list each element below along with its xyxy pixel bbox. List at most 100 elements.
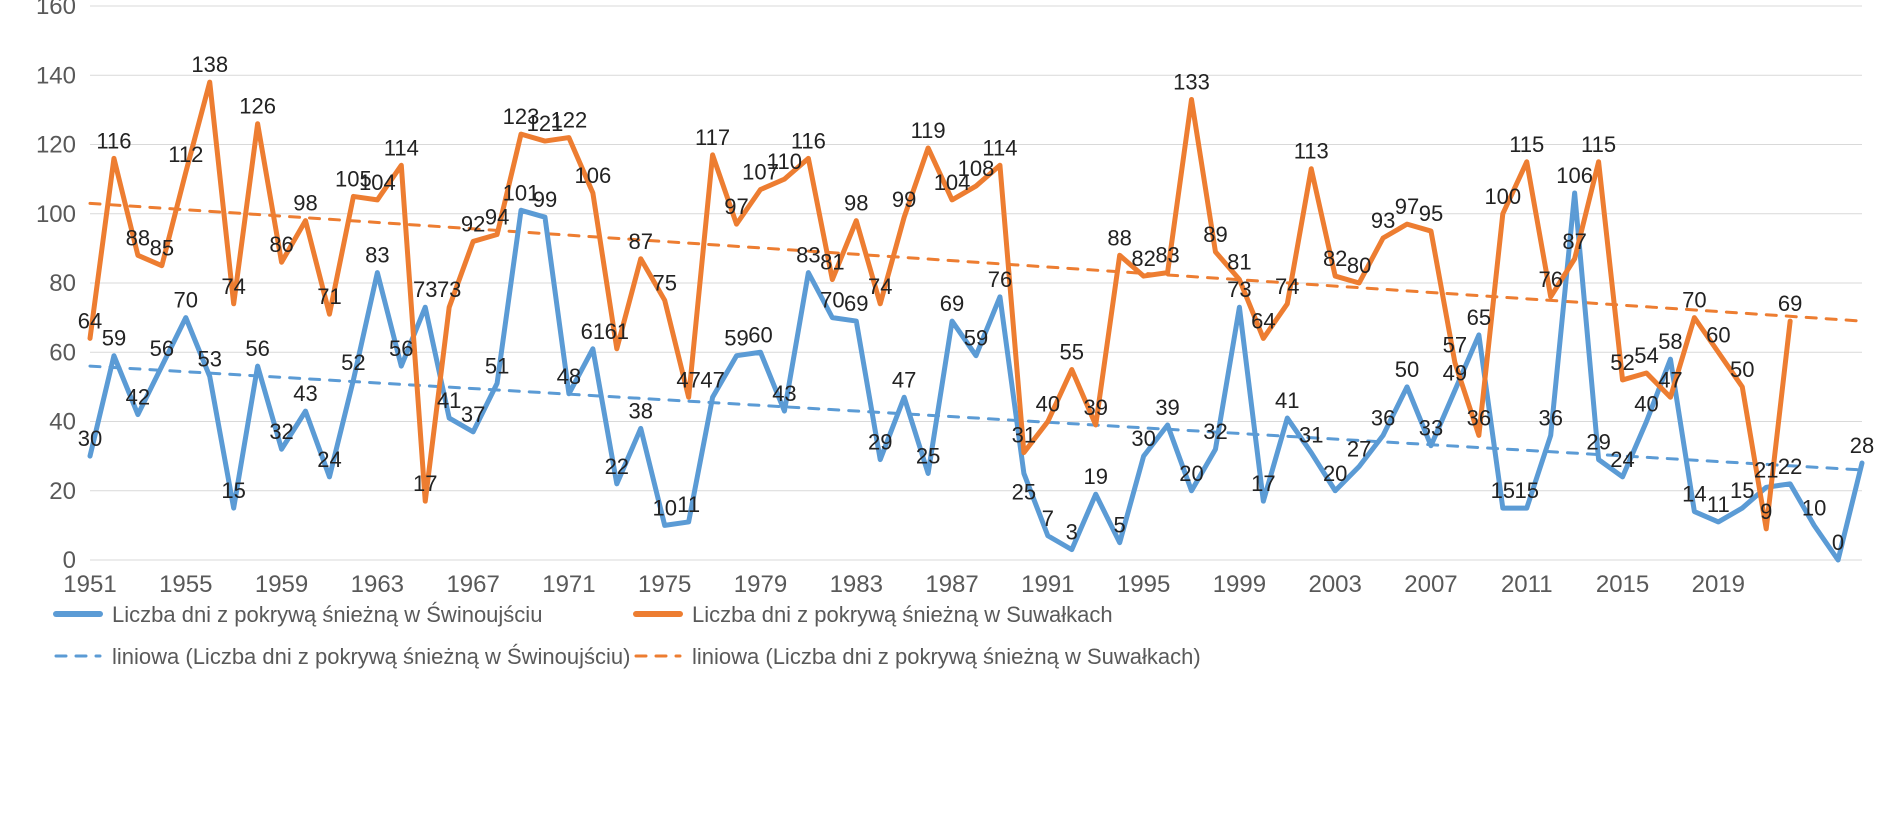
y-tick-label: 140 <box>36 62 76 89</box>
data-label: 56 <box>245 336 269 361</box>
x-tick-label: 1971 <box>542 571 595 598</box>
data-label: 36 <box>1538 405 1562 430</box>
data-label: 43 <box>293 381 317 406</box>
data-label: 112 <box>168 142 203 167</box>
data-label: 29 <box>868 430 892 455</box>
data-label: 116 <box>791 128 826 153</box>
data-label: 99 <box>533 187 557 212</box>
data-label: 52 <box>341 350 365 375</box>
data-label: 138 <box>191 52 228 77</box>
data-label: 15 <box>221 478 245 503</box>
data-label: 47 <box>1658 367 1682 392</box>
data-label: 56 <box>150 336 174 361</box>
data-label: 92 <box>461 211 485 236</box>
data-label: 106 <box>1556 163 1593 188</box>
y-tick-label: 120 <box>36 132 76 159</box>
data-label: 74 <box>221 274 245 299</box>
data-label: 98 <box>293 191 317 216</box>
data-label: 10 <box>1802 495 1826 520</box>
data-label: 60 <box>748 322 772 347</box>
data-label: 97 <box>724 194 748 219</box>
data-label: 48 <box>557 364 581 389</box>
data-label: 36 <box>1467 405 1491 430</box>
data-label: 83 <box>365 243 389 268</box>
data-label: 33 <box>1419 416 1443 441</box>
data-label: 0 <box>1832 530 1844 555</box>
data-label: 61 <box>605 319 629 344</box>
data-label: 126 <box>239 94 276 119</box>
data-label: 74 <box>868 274 892 299</box>
x-tick-label: 1975 <box>638 571 691 598</box>
x-tick-label: 1991 <box>1021 571 1074 598</box>
data-label: 69 <box>1778 291 1802 316</box>
data-label: 119 <box>911 118 946 143</box>
data-label: 52 <box>1610 350 1634 375</box>
data-label: 10 <box>652 495 676 520</box>
data-label: 11 <box>1707 492 1730 517</box>
data-label: 87 <box>1562 229 1586 254</box>
data-label: 83 <box>1155 243 1179 268</box>
x-tick-label: 2015 <box>1596 571 1649 598</box>
data-label: 113 <box>1294 139 1329 164</box>
data-label: 20 <box>1323 461 1347 486</box>
data-label: 94 <box>485 205 509 230</box>
legend-label: Liczba dni z pokrywą śnieżną w Suwałkach <box>692 602 1113 627</box>
data-label: 24 <box>317 447 341 472</box>
data-label: 117 <box>695 125 730 150</box>
data-label: 25 <box>916 443 940 468</box>
data-label: 75 <box>652 270 676 295</box>
legend-label: Liczba dni z pokrywą śnieżną w Świnoujśc… <box>112 602 542 627</box>
data-label: 32 <box>1203 419 1227 444</box>
legend-item-trend-a: liniowa (Liczba dni z pokrywą śnieżną w … <box>56 644 630 669</box>
data-label: 39 <box>1155 395 1179 420</box>
y-tick-label: 0 <box>63 547 76 574</box>
data-label: 104 <box>359 170 396 195</box>
data-label: 41 <box>437 388 461 413</box>
data-label: 80 <box>1347 253 1371 278</box>
data-label: 15 <box>1730 478 1754 503</box>
data-label: 95 <box>1419 201 1443 226</box>
legend-item-series-a: Liczba dni z pokrywą śnieżną w Świnoujśc… <box>56 602 542 627</box>
legend-label: liniowa (Liczba dni z pokrywą śnieżną w … <box>692 644 1201 669</box>
data-label: 7 <box>1042 506 1054 531</box>
data-label: 37 <box>461 402 485 427</box>
data-label: 82 <box>1131 246 1155 271</box>
y-tick-label: 60 <box>49 339 76 366</box>
data-label: 116 <box>96 128 131 153</box>
data-label: 70 <box>820 288 844 313</box>
data-label: 70 <box>1682 288 1706 313</box>
data-label: 87 <box>629 229 653 254</box>
data-label: 47 <box>700 367 724 392</box>
data-label: 69 <box>844 291 868 316</box>
data-label: 61 <box>581 319 605 344</box>
data-label: 82 <box>1323 246 1347 271</box>
data-label: 59 <box>102 326 126 351</box>
legend-item-trend-b: liniowa (Liczba dni z pokrywą śnieżną w … <box>636 644 1201 669</box>
data-label: 47 <box>892 367 916 392</box>
data-label: 60 <box>1706 322 1730 347</box>
data-label: 89 <box>1203 222 1227 247</box>
data-label: 27 <box>1347 437 1371 462</box>
data-label: 50 <box>1395 357 1419 382</box>
y-tick-label: 80 <box>49 270 76 297</box>
data-label: 71 <box>317 284 341 309</box>
data-label: 24 <box>1610 447 1634 472</box>
data-label: 17 <box>1251 471 1275 496</box>
data-label: 15 <box>1491 478 1515 503</box>
data-label: 59 <box>964 326 988 351</box>
x-tick-label: 1979 <box>734 571 787 598</box>
data-label: 93 <box>1371 208 1395 233</box>
data-label: 19 <box>1083 464 1107 489</box>
data-label: 99 <box>892 187 916 212</box>
x-tick-label: 1959 <box>255 571 308 598</box>
x-tick-label: 2011 <box>1501 571 1553 598</box>
data-label: 36 <box>1371 405 1395 430</box>
data-label: 83 <box>796 243 820 268</box>
data-label: 73 <box>437 277 461 302</box>
data-label: 9 <box>1760 499 1772 524</box>
data-label: 59 <box>724 326 748 351</box>
data-label: 64 <box>78 308 102 333</box>
data-label: 97 <box>1395 194 1419 219</box>
data-label: 5 <box>1114 513 1126 538</box>
data-label: 55 <box>1060 340 1084 365</box>
